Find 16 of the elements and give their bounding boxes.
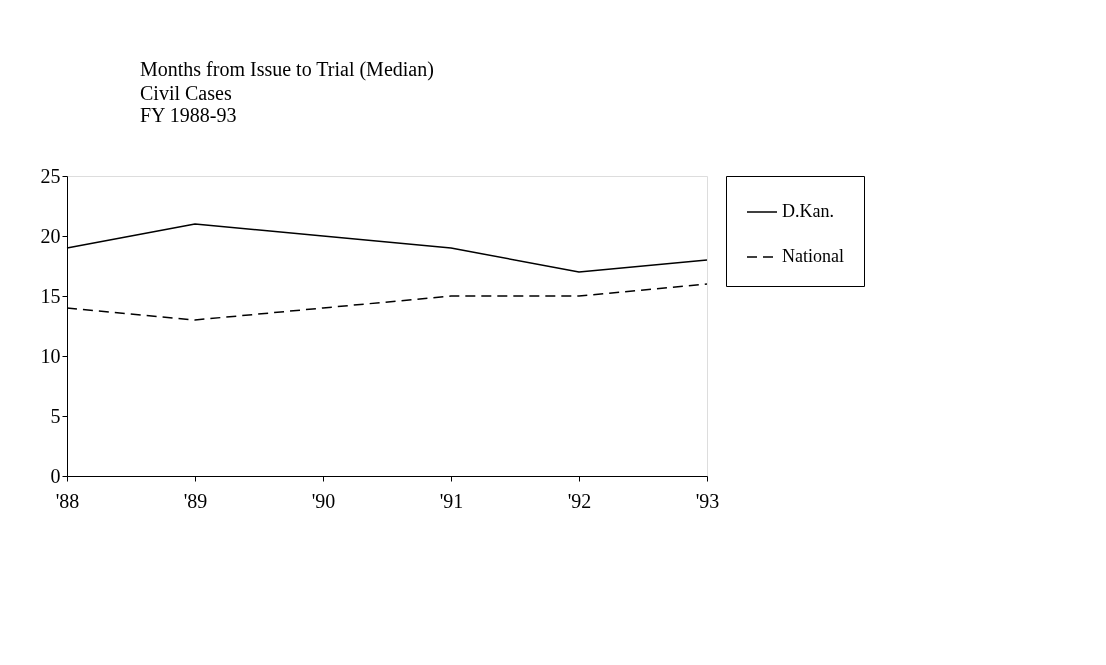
y-tick-label: 15 bbox=[40, 284, 61, 307]
y-tick-label: 0 bbox=[50, 464, 61, 487]
chart-subtitle: Civil Cases FY 1988-93 bbox=[140, 82, 237, 126]
y-tick-label: 10 bbox=[40, 344, 61, 367]
y-tick-label: 20 bbox=[40, 224, 61, 247]
x-tick-label: '90 bbox=[311, 489, 336, 512]
y-tick-label: 25 bbox=[40, 164, 61, 187]
legend-label: D.Kan. bbox=[782, 201, 834, 221]
y-tick-label: 5 bbox=[50, 404, 61, 427]
x-tick-label: '89 bbox=[183, 489, 208, 512]
legend-label: National bbox=[782, 246, 844, 266]
x-tick-label: '93 bbox=[695, 489, 720, 512]
chart-title: Months from Issue to Trial (Median) bbox=[140, 58, 434, 81]
x-tick-label: '91 bbox=[439, 489, 464, 512]
x-tick-label: '88 bbox=[55, 489, 80, 512]
x-tick-label: '92 bbox=[567, 489, 592, 512]
